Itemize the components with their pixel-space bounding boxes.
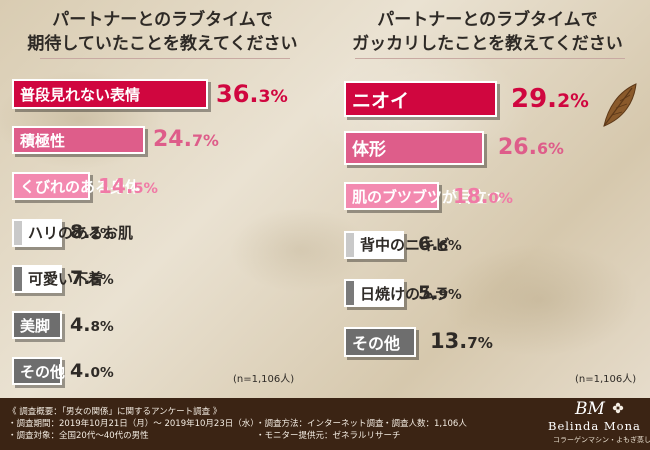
value-label-fraction: 6% (438, 238, 462, 254)
value-label-main: 8. (70, 221, 91, 244)
value-label-fraction: 3% (258, 87, 288, 107)
survey-target: ・調査対象：全国20代～40代の男性 (8, 431, 149, 441)
value-label-main: 13. (430, 329, 468, 353)
value-label: 24.7% (153, 129, 219, 151)
bar: 背中のニキビ (344, 230, 450, 259)
brand-subtitle: コラーゲンマシン・よもぎ蒸し (553, 436, 650, 444)
value-label-fraction: 2% (90, 226, 114, 243)
value-label-main: 29. (511, 84, 558, 114)
bar: 積極性 (12, 126, 145, 155)
right-title-underline (355, 58, 625, 59)
left-title-underline (40, 58, 290, 59)
survey-period: ・調査期間：2019年10月21日（月）～ 2019年10月23日（水） (8, 419, 259, 429)
survey-count: ・調査人数：1,106人 (383, 419, 467, 429)
category-label: その他 (352, 333, 401, 353)
bar: ハリのあるお肌 (12, 218, 133, 247)
bar: 普段見れない表情 (12, 79, 208, 109)
value-label-fraction: 5% (90, 272, 114, 289)
right-title-line-2: ガッカリしたことを教えてください (352, 34, 623, 54)
value-label: 26.6% (498, 134, 564, 160)
value-label-main: 7. (70, 267, 91, 290)
value-label-main: 18. (453, 184, 489, 208)
category-label: 体形 (352, 140, 386, 160)
value-label: 4.0% (70, 359, 114, 382)
value-label-fraction: 2% (557, 91, 589, 112)
category-label: その他 (20, 362, 66, 381)
value-label: 6.6% (418, 235, 462, 254)
value-label: 7.5% (70, 269, 114, 288)
left-title-line-2: 期待していたことを教えてください (27, 34, 298, 54)
category-label: ハリのあるお肌 (28, 224, 134, 243)
category-label: 積極性 (20, 131, 66, 150)
value-label: 8.2% (70, 223, 114, 242)
value-label-main: 36. (216, 80, 259, 108)
textured-background (0, 0, 650, 398)
value-label: 5.9% (418, 281, 462, 304)
survey-footer: 《 調査概要：「男女の関係」に関するアンケート調査 》 ・調査期間：2019年1… (0, 398, 650, 450)
right-sample-size-note: (n=1,106人) (575, 374, 637, 385)
brand-name: Belinda Mona (548, 419, 641, 433)
category-label: 普段見れない表情 (20, 85, 141, 104)
category-label: ニオイ (352, 89, 410, 112)
value-label-fraction: 0% (488, 191, 513, 207)
value-label-main: 14. (98, 174, 134, 199)
value-label-main: 4. (70, 313, 91, 336)
category-label: 日焼けのムラ (360, 284, 450, 303)
value-label: 29.2% (511, 86, 589, 112)
value-label: 18.0% (453, 186, 513, 206)
value-label: 4.8% (70, 313, 114, 336)
bar: くびれのある身体 (12, 172, 140, 201)
category-label: くびれのある身体 (20, 177, 141, 196)
survey-method: ・調査方法：インターネット調査 (256, 419, 384, 429)
category-label: 可愛い下着 (28, 270, 104, 289)
brand-logo: BM (575, 399, 605, 419)
right-chart-title: パートナーとのラブタイムで ガッカリしたことを教えてください (325, 8, 650, 56)
value-label-fraction: 6% (536, 138, 564, 158)
value-label-fraction: 5% (133, 181, 158, 198)
value-label-fraction: 8% (90, 318, 114, 335)
leaf-icon (603, 83, 637, 127)
value-label: 36.3% (216, 82, 288, 106)
survey-provider: ・モニター提供元：ゼネラルリサーチ (256, 431, 401, 441)
value-label-main: 5. (418, 281, 439, 304)
bar: その他 (344, 326, 416, 357)
value-label-fraction: 7% (467, 334, 493, 352)
flower-icon (612, 402, 624, 414)
bar: ニオイ (344, 81, 497, 117)
bar: 日焼けのムラ (344, 279, 449, 307)
value-label: 14.5% (98, 176, 158, 196)
bar: 可愛い下着 (12, 264, 103, 293)
value-label-fraction: 0% (90, 364, 114, 381)
category-label: 美脚 (20, 316, 51, 335)
value-label-main: 4. (70, 359, 91, 382)
value-label-fraction: 7% (191, 131, 219, 151)
left-sample-size-note: (n=1,106人) (233, 374, 295, 385)
value-label-main: 24. (153, 127, 192, 153)
category-label: 肌のブツブツが目立つ (352, 187, 503, 206)
left-title-line-1: パートナーとのラブタイムで (52, 10, 273, 30)
left-chart-title: パートナーとのラブタイムで 期待していたことを教えてください (0, 8, 325, 56)
category-label: 背中のニキビ (360, 236, 451, 254)
value-label-fraction: 9% (438, 286, 462, 303)
right-title-line-1: パートナーとのラブタイムで (377, 10, 598, 30)
bar: その他 (12, 357, 66, 386)
value-label-main: 6. (418, 233, 439, 255)
bar: 美脚 (12, 311, 62, 339)
bar: 肌のブツブツが目立つ (344, 182, 502, 210)
brand-monogram: BM (575, 399, 605, 419)
bar: 体形 (344, 130, 484, 165)
value-label-main: 26. (498, 134, 537, 160)
survey-heading: 《 調査概要：「男女の関係」に関するアンケート調査 》 (8, 407, 222, 417)
value-label: 13.7% (430, 331, 493, 352)
